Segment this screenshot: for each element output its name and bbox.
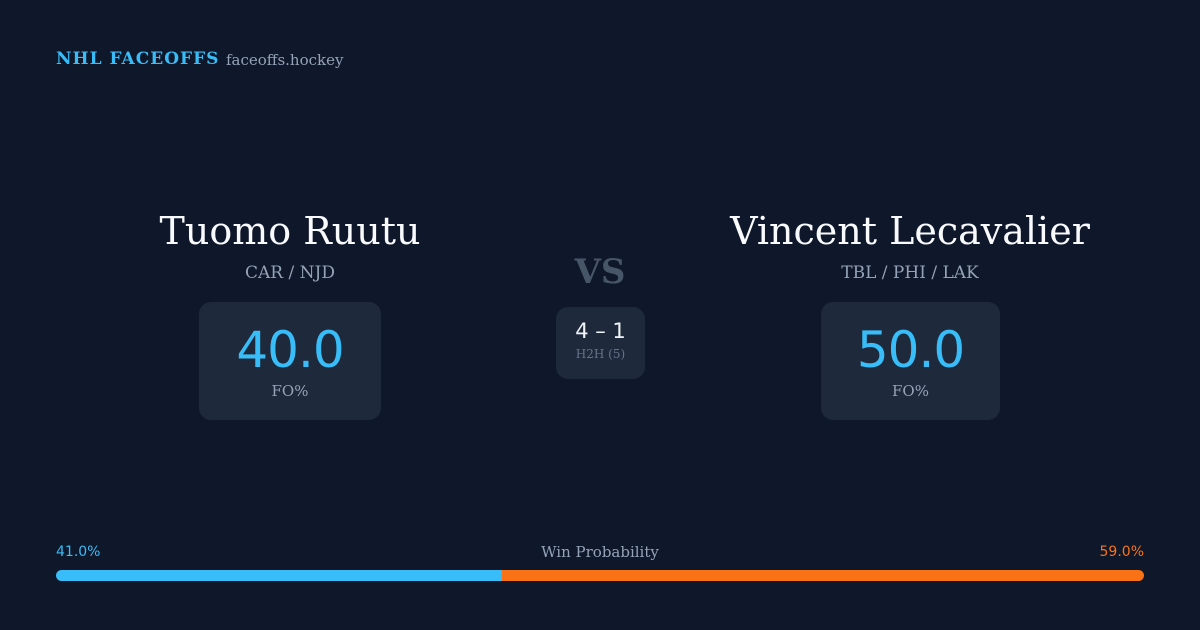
h2h-label: H2H (5)	[575, 347, 626, 361]
win-prob-title: Win Probability	[541, 543, 659, 561]
player-teams: CAR / NJD	[245, 263, 335, 283]
player-right: Vincent Lecavalier TBL / PHI / LAK	[630, 205, 1190, 283]
player-name: Vincent Lecavalier	[730, 209, 1090, 253]
fo-label: FO%	[271, 382, 309, 400]
bar-segment	[56, 570, 503, 581]
player-left: Tuomo Ruutu CAR / NJD	[10, 205, 570, 283]
vs: VS	[574, 252, 626, 292]
h2h-score: 4 – 1	[575, 319, 626, 343]
fo-card: 50.0 FO%	[821, 302, 1000, 420]
win-prob-bar	[56, 570, 1144, 581]
fo-card: 40.0 FO%	[199, 302, 381, 420]
fo-label: FO%	[892, 382, 929, 400]
win-prob-left: 41.0%	[56, 544, 101, 560]
win-prob-right: 59.0%	[1099, 544, 1144, 560]
player-name: Tuomo Ruutu	[159, 209, 421, 253]
fo-value: 40.0	[236, 321, 344, 379]
fo-value: 50.0	[856, 321, 965, 379]
player-teams: TBL / PHI / LAK	[841, 263, 979, 283]
h2h-card: 4 – 1 H2H (5)	[556, 307, 645, 379]
bar-segment	[502, 570, 1144, 581]
site: faceoffs.hockey	[226, 51, 344, 69]
brand: NHL FACEOFFS	[56, 49, 220, 69]
